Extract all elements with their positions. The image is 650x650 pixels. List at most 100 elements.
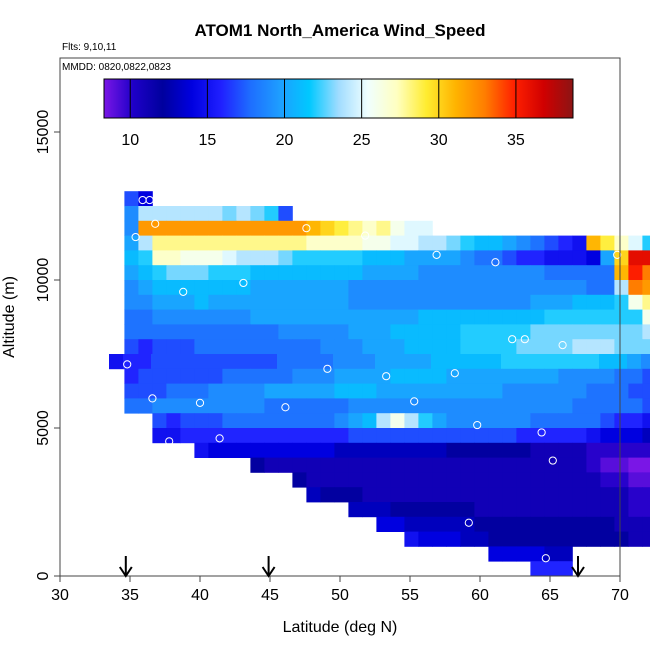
heatmap-cell [516,339,531,355]
heatmap-cell [572,472,587,488]
heatmap-cell [152,428,167,444]
heatmap-cell [446,531,461,547]
sample-point [537,428,546,437]
heatmap-cell [558,324,573,340]
heatmap-cell [376,502,391,518]
heatmap-cell [544,472,559,488]
heatmap-cell [488,280,503,296]
heatmap-cell [432,457,447,473]
heatmap-cell [180,428,195,444]
heatmap-cell [306,368,321,384]
heatmap-cell [488,339,503,355]
heatmap-cell [404,502,419,518]
sample-point [548,456,557,465]
heatmap-cell [250,309,265,325]
heatmap-cell [208,235,223,251]
heatmap-cell [250,206,265,222]
heatmap-cell [432,250,447,266]
heatmap-cell [530,339,545,355]
heatmap-cell [432,294,447,310]
heatmap-cell [516,502,531,518]
sample-point [302,224,311,233]
heatmap-cell [138,235,153,251]
heatmap-cell [222,280,237,296]
heatmap-cell [474,265,489,281]
heatmap-cell [320,265,335,281]
heatmap-cell [460,280,475,296]
sample-point [432,250,441,259]
heatmap-cell [250,280,265,296]
heatmap-cell [152,220,167,236]
heatmap-cell [152,250,167,266]
heatmap-cell [292,368,307,384]
heatmap-cell [572,413,587,429]
heatmap-cell [390,368,405,384]
heatmap-cell [208,220,223,236]
heatmap-cell [390,487,405,503]
heatmap-cell [333,354,348,370]
heatmap-cell [614,265,629,281]
heatmap-cell [180,324,195,340]
heatmap-cell [586,442,601,458]
heatmap-cell [404,472,419,488]
heatmap-cell [376,294,391,310]
heatmap-cell [320,324,335,340]
heatmap-cell [502,472,517,488]
heatmap-cell [544,413,559,429]
heatmap-cell [124,339,139,355]
sample-point [131,232,140,242]
heatmap-cell [152,265,167,281]
heatmap-cell [600,324,615,340]
heatmap-cell [418,383,433,399]
heatmap-cell [264,383,279,399]
heatmap-cell [642,309,650,325]
heatmap-cell [124,280,139,296]
heatmap-cell [516,472,531,488]
sample-point [145,195,154,205]
heatmap-cell [362,383,377,399]
heatmap-cell [390,265,405,281]
heatmap-cell [166,235,181,251]
heatmap-cell [459,354,474,370]
heatmap-cell [404,428,419,444]
heatmap-cell [432,502,447,518]
heatmap-cell [544,383,559,399]
heatmap-cell [264,339,279,355]
heatmap-cell [376,324,391,340]
heatmap-cell [320,428,335,444]
heatmap-cell [446,428,461,444]
heatmap-cell [320,220,335,236]
heatmap-cell [137,354,152,370]
heatmap-cell [291,354,306,370]
heatmap-cell [516,368,531,384]
heatmap-cell [628,398,643,414]
heatmap-cell [180,383,195,399]
heatmap-cell [264,368,279,384]
heatmap-cell [488,250,503,266]
heatmap-cell [586,383,601,399]
heatmap-cell [151,354,166,370]
heatmap-cell [124,191,139,207]
heatmap-cell [250,265,265,281]
heatmap-cell [600,235,615,251]
heatmap-cell [446,250,461,266]
heatmap-cell [166,220,181,236]
heatmap-cell [376,368,391,384]
heatmap-cell [390,250,405,266]
heatmap-cell [642,339,650,355]
heatmap-cell [264,280,279,296]
heatmap-cell [627,354,642,370]
sample-point [179,287,188,296]
heatmap-cell [194,280,209,296]
heatmap-cell [250,442,265,458]
heatmap-cell [446,413,461,429]
heatmap-cell [600,428,615,444]
heatmap-cell [488,265,503,281]
heatmap-cell [138,309,153,325]
colorbar-tick-label: 20 [276,132,294,149]
heatmap-cell [460,531,475,547]
heatmap-cell [628,472,643,488]
heatmap-cell [614,428,629,444]
heatmap-cell [628,428,643,444]
heatmap-cell [166,324,181,340]
